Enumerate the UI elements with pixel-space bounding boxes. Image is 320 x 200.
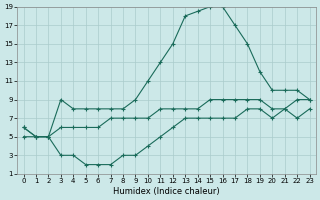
X-axis label: Humidex (Indice chaleur): Humidex (Indice chaleur) (113, 187, 220, 196)
